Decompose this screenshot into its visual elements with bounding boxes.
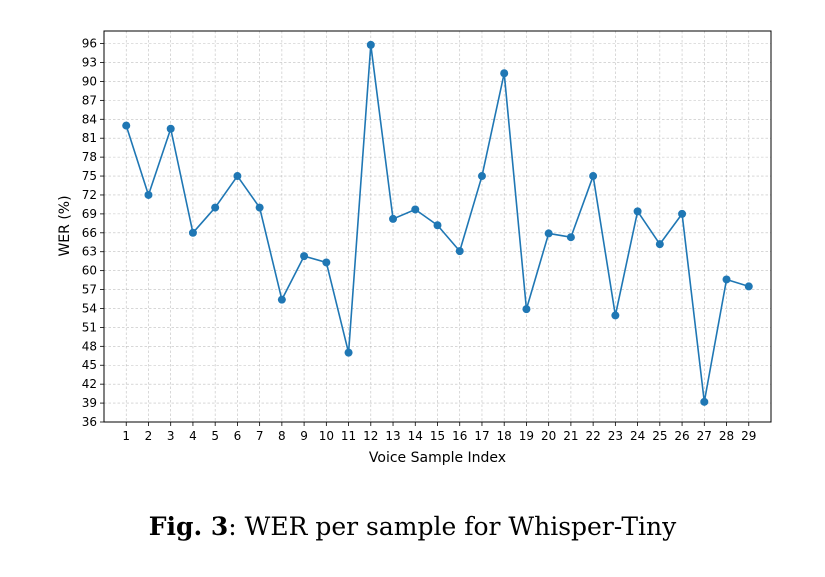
data-point (678, 209, 687, 218)
y-tick-label: 69 (82, 207, 97, 221)
x-tick-label: 9 (300, 429, 308, 443)
y-tick-label: 54 (82, 301, 97, 315)
x-tick-label: 18 (497, 429, 512, 443)
data-point (122, 121, 131, 130)
y-tick-label: 75 (82, 169, 97, 183)
data-point (188, 228, 197, 237)
data-point (522, 305, 531, 314)
data-point (211, 203, 220, 212)
y-tick-label: 96 (82, 37, 97, 51)
y-axis-title: WER (%) (57, 195, 73, 256)
x-axis-title: Voice Sample Index (369, 450, 506, 466)
y-tick-label: 51 (82, 320, 97, 334)
series-wer (122, 40, 753, 406)
x-tick-label: 6 (234, 429, 242, 443)
data-point (300, 252, 309, 261)
figure-caption-text: : WER per sample for Whisper-Tiny (228, 512, 677, 541)
x-tick-label: 11 (341, 429, 356, 443)
x-tick-label: 1 (122, 429, 130, 443)
data-point (655, 240, 664, 249)
data-point (389, 214, 398, 223)
gridlines (104, 31, 771, 423)
x-tick-label: 22 (585, 429, 600, 443)
x-tick-label: 7 (256, 429, 264, 443)
y-tick-label: 81 (82, 131, 97, 145)
y-tick-label: 63 (82, 245, 97, 259)
data-point (544, 229, 553, 238)
y-tick-label: 90 (82, 74, 97, 88)
x-tick-label: 26 (674, 429, 689, 443)
x-tick-label: 4 (189, 429, 197, 443)
x-tick-label: 20 (541, 429, 556, 443)
y-tick-label: 72 (82, 188, 97, 202)
data-point (366, 40, 375, 49)
x-tick-label: 25 (652, 429, 667, 443)
x-tick-label: 5 (211, 429, 219, 443)
data-point (477, 172, 486, 181)
x-tick-label: 23 (608, 429, 623, 443)
x-tick-label: 8 (278, 429, 286, 443)
y-tick-label: 87 (82, 93, 97, 107)
x-tick-label: 21 (563, 429, 578, 443)
x-tick-label: 10 (319, 429, 334, 443)
x-tick-label: 12 (363, 429, 378, 443)
y-tick-label: 36 (82, 415, 97, 429)
y-tick-label: 78 (82, 150, 97, 164)
data-point (255, 203, 264, 212)
y-tick-label: 60 (82, 264, 97, 278)
data-point (500, 69, 509, 78)
data-point (611, 311, 620, 320)
data-point (566, 233, 575, 242)
y-tick-label: 39 (82, 396, 97, 410)
data-point (277, 295, 286, 304)
y-tick-label: 93 (82, 56, 97, 70)
x-tick-label: 2 (145, 429, 153, 443)
x-tick-label: 3 (167, 429, 175, 443)
y-tick-label: 42 (82, 377, 97, 391)
data-point (633, 207, 642, 216)
wer-line-chart: 1 2 3 4 5 6 7 8 9 10 11 12 13 14 15 16 17 18 19 20 21 22 23 24 2… (57, 30, 772, 466)
data-point (144, 190, 153, 199)
x-axis-ticks: 1 2 3 4 5 6 7 8 9 10 11 12 13 14 15 16 17 18 19 20 21 22 23 24 2… (122, 422, 756, 443)
x-tick-label: 24 (630, 429, 645, 443)
y-axis-ticks: 36 39 42 45 48 51 54 57 60 63 66 69 72 75 78 81 84 87 90 93… (82, 37, 104, 429)
data-point (589, 172, 598, 181)
x-tick-label: 28 (719, 429, 734, 443)
x-tick-label: 27 (697, 429, 712, 443)
x-tick-label: 16 (452, 429, 467, 443)
x-tick-label: 14 (408, 429, 423, 443)
data-point (233, 172, 242, 181)
data-point (166, 124, 175, 133)
y-tick-label: 66 (82, 226, 97, 240)
x-tick-label: 29 (741, 429, 756, 443)
figure-caption: Fig. 3: WER per sample for Whisper-Tiny (0, 512, 825, 541)
y-tick-label: 57 (82, 283, 97, 297)
y-tick-label: 84 (82, 112, 97, 126)
x-tick-label: 19 (519, 429, 534, 443)
data-point (411, 205, 420, 214)
x-tick-label: 13 (385, 429, 400, 443)
data-point (322, 258, 331, 267)
data-point (744, 282, 753, 291)
data-point (722, 275, 731, 284)
y-tick-label: 48 (82, 339, 97, 353)
x-tick-label: 17 (474, 429, 489, 443)
plot-frame (103, 30, 772, 423)
data-point (433, 221, 442, 230)
y-tick-label: 45 (82, 358, 97, 372)
data-point (455, 247, 464, 256)
data-point (344, 348, 353, 357)
x-tick-label: 15 (430, 429, 445, 443)
figure-number: Fig. 3 (148, 512, 229, 541)
data-point (700, 397, 709, 406)
